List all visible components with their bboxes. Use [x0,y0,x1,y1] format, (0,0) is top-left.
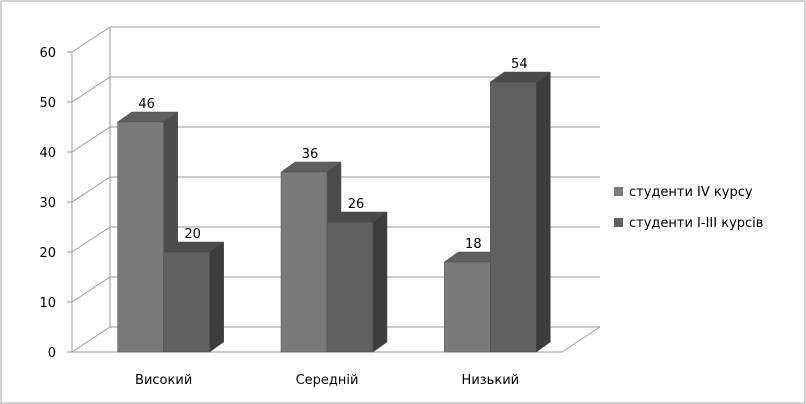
y-tick-label: 50 [39,96,56,111]
data-label: 36 [302,147,319,162]
x-category-label: Низький [462,373,520,388]
legend-entry: студенти I-III курсів [629,216,763,231]
legend-swatch [614,187,623,196]
y-tick-label: 20 [39,246,56,261]
legend-entry: студенти IV курсу [629,185,753,200]
y-tick-label: 40 [39,146,56,161]
gridline-diagonal [71,276,111,303]
bar-side [372,211,388,353]
x-category-label: Середній [296,373,359,388]
bar-front [280,171,328,353]
bar-side [209,241,224,353]
bar-front [163,251,210,353]
y-tick-label: 60 [39,46,56,61]
bar-side [536,71,551,353]
y-tick-label: 30 [39,196,56,211]
data-label: 18 [465,237,482,252]
gridline-diagonal [71,176,111,203]
y-tick-label: 10 [39,296,56,311]
x-axis-category-labels: Високий Середній Низький [135,373,519,388]
x-category-label: Високий [135,373,192,388]
data-label: 20 [184,227,201,242]
data-label: 46 [138,97,155,112]
gridline-diagonal [71,326,111,353]
bars [116,71,552,353]
bar [326,211,388,353]
floor-right-edge [561,326,601,353]
bar-front [326,221,374,353]
data-labels: 46 20 36 26 18 54 [138,57,527,252]
legend: студенти IV курсу студенти I-III курсів [614,185,763,231]
y-axis-tick-labels: 0 10 20 30 40 50 60 [39,46,56,361]
bar-front [490,81,537,353]
data-label: 54 [511,57,528,72]
gridline-diagonal [71,226,111,253]
y-tick-label: 0 [48,346,56,361]
gridline-diagonal [71,76,111,103]
bar [489,71,552,353]
legend-swatch [614,218,623,227]
gridline-diagonal [71,126,111,153]
bar [162,241,225,353]
gridline-diagonal [71,26,111,53]
data-label: 26 [348,197,365,212]
bar-front [117,121,164,353]
bar-front [444,261,491,353]
